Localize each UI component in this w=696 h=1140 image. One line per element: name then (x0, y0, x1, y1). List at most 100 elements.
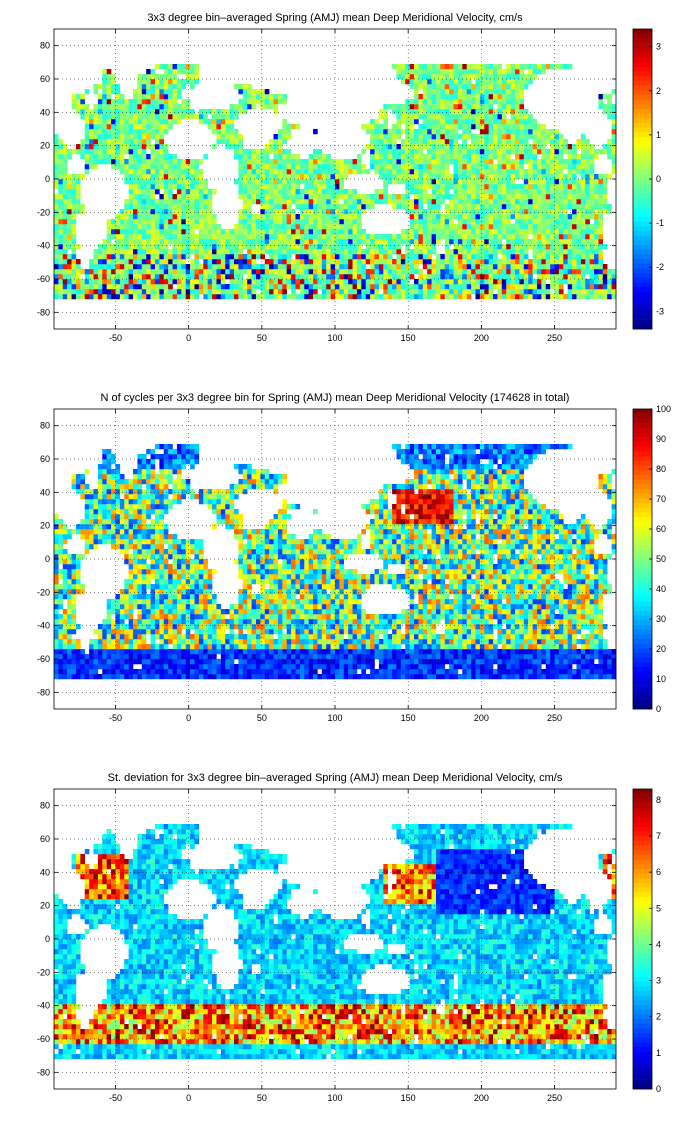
heatmap-cell (260, 209, 265, 215)
heatmap-cell (475, 219, 481, 225)
heatmap-cell (422, 189, 428, 195)
heatmap-cell (67, 274, 72, 280)
heatmap-cell (106, 114, 112, 120)
heatmap-cell (238, 184, 244, 190)
heatmap-cell (220, 139, 226, 145)
heatmap-cell (111, 509, 116, 515)
heatmap-cell (554, 149, 560, 155)
heatmap-cell (589, 179, 595, 185)
heatmap-cell (457, 214, 463, 220)
heatmap-cell (427, 174, 432, 180)
heatmap-cell (299, 229, 305, 235)
heatmap-cell (71, 289, 77, 295)
heatmap-cell (515, 264, 520, 270)
heatmap-cell (97, 244, 103, 250)
heatmap-cell (71, 244, 77, 250)
heatmap-cell (387, 179, 393, 185)
heatmap-cell (317, 219, 323, 225)
heatmap-cell (589, 199, 595, 205)
heatmap-cell (58, 599, 64, 605)
heatmap-cell (137, 194, 143, 200)
heatmap-cell (536, 204, 542, 210)
heatmap-cell (383, 119, 388, 125)
heatmap-cell (475, 134, 481, 140)
heatmap-cell (387, 134, 393, 140)
heatmap-cell (598, 229, 604, 235)
heatmap-cell (580, 204, 586, 210)
heatmap-cell (594, 249, 599, 255)
heatmap-cell (523, 269, 529, 275)
heatmap-cell (146, 209, 151, 215)
heatmap-cell (150, 94, 156, 100)
heatmap-cell (536, 134, 542, 140)
heatmap-cell (137, 119, 143, 125)
heatmap-cell (71, 484, 77, 490)
heatmap-cell (295, 219, 301, 225)
heatmap-cell (387, 274, 393, 280)
heatmap-cell (414, 149, 419, 155)
heatmap-cell (181, 174, 186, 180)
heatmap-cell (431, 279, 437, 285)
heatmap-cell (242, 284, 248, 290)
heatmap-cell (400, 144, 406, 150)
heatmap-cell (493, 194, 498, 200)
heatmap-cell (282, 234, 287, 240)
heatmap-cell (475, 159, 481, 165)
heatmap-cell (435, 74, 441, 80)
heatmap-cell (185, 174, 191, 180)
heatmap-cell (541, 264, 546, 270)
heatmap-cell (352, 204, 358, 210)
heatmap-cell (54, 644, 59, 650)
heatmap-cell (176, 214, 182, 220)
heatmap-cell (528, 144, 533, 150)
heatmap-cell (137, 154, 143, 160)
heatmap-cell (111, 274, 116, 280)
heatmap-cell (291, 164, 296, 170)
heatmap-cell (247, 279, 252, 285)
heatmap-cell (528, 114, 533, 120)
heatmap-cell (154, 269, 160, 275)
heatmap-cell (594, 284, 599, 290)
heatmap-cell (431, 209, 437, 215)
heatmap-cell (352, 164, 358, 170)
heatmap-cell (558, 279, 564, 285)
heatmap-cell (216, 294, 222, 300)
colorbar-segment (633, 225, 652, 231)
heatmap-cell (141, 79, 147, 85)
heatmap-cell (93, 524, 99, 530)
heatmap-cell (286, 164, 292, 170)
heatmap-cell (453, 179, 459, 185)
heatmap-cell (515, 149, 520, 155)
heatmap-cell (168, 69, 173, 75)
heatmap-cell (321, 249, 327, 255)
heatmap-cell (365, 294, 371, 300)
heatmap-cell (93, 674, 99, 680)
heatmap-cell (115, 594, 121, 600)
heatmap-cell (317, 159, 323, 165)
heatmap-cell (137, 134, 143, 140)
heatmap-cell (84, 154, 90, 160)
heatmap-cell (133, 204, 138, 210)
heatmap-cell (150, 209, 156, 215)
heatmap-cell (532, 74, 538, 80)
heatmap-cell (150, 89, 156, 95)
heatmap-cell (128, 274, 134, 280)
heatmap-cell (435, 79, 441, 85)
heatmap-cell (335, 169, 340, 175)
heatmap-cell (198, 289, 204, 295)
heatmap-cell (286, 169, 292, 175)
heatmap-cell (111, 294, 116, 300)
heatmap-cell (400, 164, 406, 170)
heatmap-cell (493, 244, 498, 250)
heatmap-cell (176, 114, 182, 120)
heatmap-cell (176, 269, 182, 275)
heatmap-cell (62, 554, 68, 560)
heatmap-cell (58, 264, 64, 270)
heatmap-cell (374, 234, 380, 240)
heatmap-cell (124, 274, 129, 280)
heatmap-cell (541, 244, 546, 250)
heatmap-cell (282, 214, 287, 220)
heatmap-cell (475, 254, 481, 260)
heatmap-cell (580, 159, 586, 165)
heatmap-cell (212, 284, 217, 290)
